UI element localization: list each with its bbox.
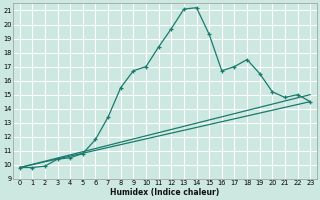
X-axis label: Humidex (Indice chaleur): Humidex (Indice chaleur) (110, 188, 220, 197)
